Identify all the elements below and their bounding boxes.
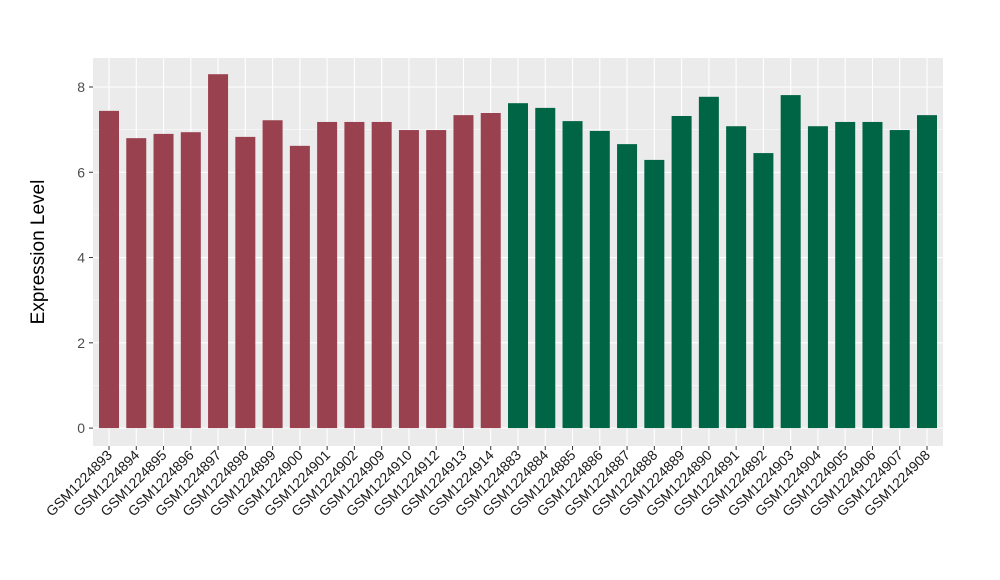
bar-GSM1224912 xyxy=(426,130,447,429)
bar-GSM1224897 xyxy=(208,74,229,429)
bar-GSM1224892 xyxy=(753,153,774,429)
bar-GSM1224884 xyxy=(535,107,556,429)
bar-GSM1224902 xyxy=(344,121,365,429)
bar-GSM1224910 xyxy=(398,130,419,429)
bar-GSM1224893 xyxy=(99,110,119,429)
bar-GSM1224901 xyxy=(317,121,338,429)
bar-GSM1224907 xyxy=(889,130,910,429)
bar-GSM1224903 xyxy=(780,95,801,429)
y-tick-label: 8 xyxy=(77,79,85,95)
bar-GSM1224894 xyxy=(126,138,147,429)
y-tick-label: 0 xyxy=(77,420,85,436)
bar-GSM1224896 xyxy=(180,132,201,429)
y-tick-label: 4 xyxy=(77,250,85,266)
bar-GSM1224895 xyxy=(153,133,174,429)
bar-GSM1224905 xyxy=(835,121,856,429)
bar-GSM1224888 xyxy=(644,159,665,429)
bar-GSM1224883 xyxy=(508,103,528,429)
bar-GSM1224890 xyxy=(698,96,719,429)
bar-GSM1224889 xyxy=(671,115,692,429)
bar-GSM1224914 xyxy=(480,113,501,429)
bar-GSM1224891 xyxy=(726,126,747,429)
y-axis-label: Expression Level xyxy=(28,180,49,325)
y-tick-label: 2 xyxy=(77,335,85,351)
bar-GSM1224908 xyxy=(917,115,937,429)
bar-GSM1224900 xyxy=(289,145,310,429)
bar-GSM1224904 xyxy=(807,126,828,429)
bar-GSM1224886 xyxy=(589,130,610,429)
bar-GSM1224885 xyxy=(562,121,583,429)
bar-GSM1224898 xyxy=(235,136,256,429)
y-tick-label: 6 xyxy=(77,164,85,180)
bar-GSM1224906 xyxy=(862,121,883,429)
bar-GSM1224909 xyxy=(371,121,392,429)
bar-GSM1224887 xyxy=(617,144,638,429)
bar-GSM1224899 xyxy=(262,120,283,429)
bar-GSM1224913 xyxy=(453,115,474,429)
